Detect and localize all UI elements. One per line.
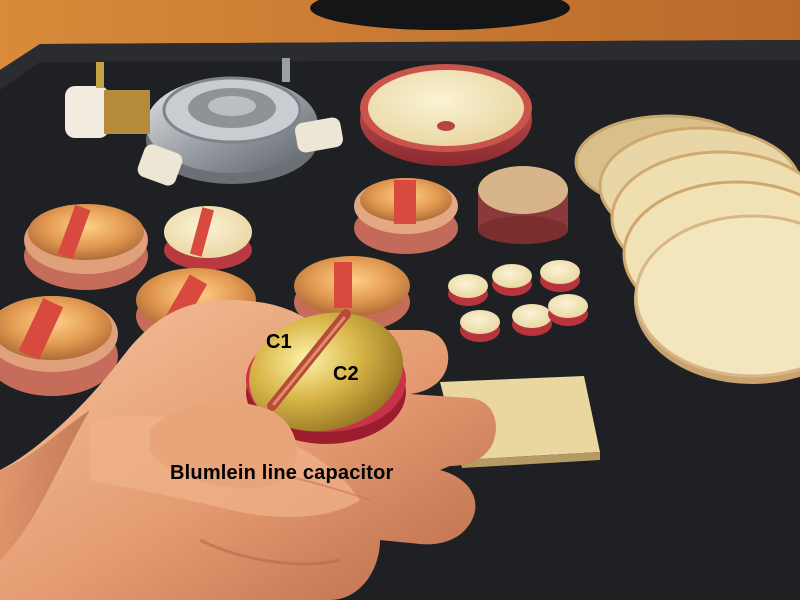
c2-label: C2 <box>333 363 359 385</box>
caption-label: Blumlein line capacitor <box>170 462 394 484</box>
c1-label: C1 <box>266 331 292 353</box>
